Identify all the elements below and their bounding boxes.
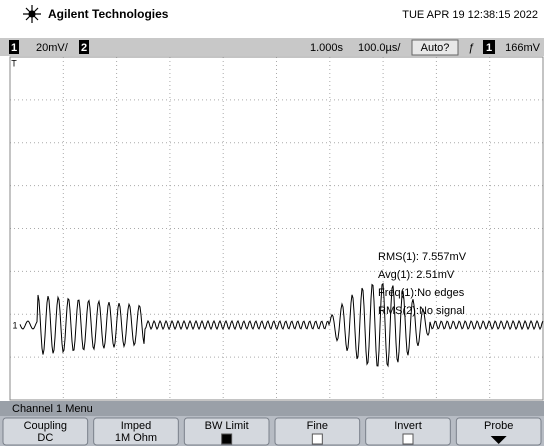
trigger-mode-box bbox=[411, 39, 459, 56]
menu-title: Channel 1 Menu bbox=[12, 403, 93, 415]
checkbox bbox=[221, 433, 233, 445]
trig-src-box bbox=[483, 40, 495, 54]
graticule-border bbox=[9, 56, 544, 401]
trigger-mode: Auto? bbox=[421, 42, 450, 54]
menu-title-bar bbox=[0, 401, 544, 416]
measurement: RMS(2):No signal bbox=[378, 305, 465, 317]
softkey-value: 1M Ohm bbox=[115, 432, 157, 444]
delay: 1.000s bbox=[310, 42, 344, 54]
graticule bbox=[10, 57, 543, 400]
measurements: RMS(1): 7.557mV Avg(1): 2.51mV Freq(1):No … bbox=[378, 251, 467, 317]
ch1-label: 1 bbox=[11, 42, 17, 54]
softkey[interactable] bbox=[183, 417, 270, 446]
trigger-level: 166mV bbox=[505, 42, 541, 54]
softkey[interactable] bbox=[2, 417, 89, 446]
logo bbox=[23, 5, 41, 23]
softkey[interactable] bbox=[274, 417, 361, 446]
ch1-marker: 1 bbox=[12, 320, 17, 330]
checkbox bbox=[311, 433, 323, 445]
status-bar bbox=[0, 38, 544, 56]
softkey[interactable] bbox=[93, 417, 179, 446]
measurement: Avg(1): 2.51mV bbox=[378, 269, 455, 281]
softkey-label: Probe bbox=[484, 420, 513, 432]
measurement: Freq(1):No edges bbox=[378, 287, 465, 299]
ch1-scale: 20mV/ bbox=[36, 42, 69, 54]
softkey-bar bbox=[0, 416, 544, 446]
brand: Agilent Technologies bbox=[48, 7, 169, 21]
softkey-label: Imped bbox=[121, 420, 152, 432]
arrow bbox=[490, 436, 507, 444]
checkbox bbox=[402, 433, 414, 445]
timebase: 100.0µs/ bbox=[358, 42, 401, 54]
measurement: RMS(1): 7.557mV bbox=[378, 251, 467, 263]
ch1-box bbox=[9, 40, 19, 54]
softkey-label: Fine bbox=[307, 420, 328, 432]
softkey[interactable] bbox=[455, 417, 542, 446]
softkey-label: Invert bbox=[394, 420, 422, 432]
softkey-label: Coupling bbox=[24, 420, 67, 432]
waveform bbox=[19, 282, 544, 368]
softkey-label: BW Limit bbox=[205, 420, 249, 432]
softkey[interactable] bbox=[365, 417, 451, 446]
trigger-slope: ƒ bbox=[468, 42, 474, 54]
softkey-value: DC bbox=[37, 432, 53, 444]
ch2-label: 2 bbox=[81, 42, 87, 54]
trigger-marker: T bbox=[11, 58, 17, 68]
trigger-source: 1 bbox=[486, 42, 492, 54]
datetime: TUE APR 19 12:38:15 2022 bbox=[402, 9, 538, 21]
ch2-box bbox=[79, 40, 89, 54]
